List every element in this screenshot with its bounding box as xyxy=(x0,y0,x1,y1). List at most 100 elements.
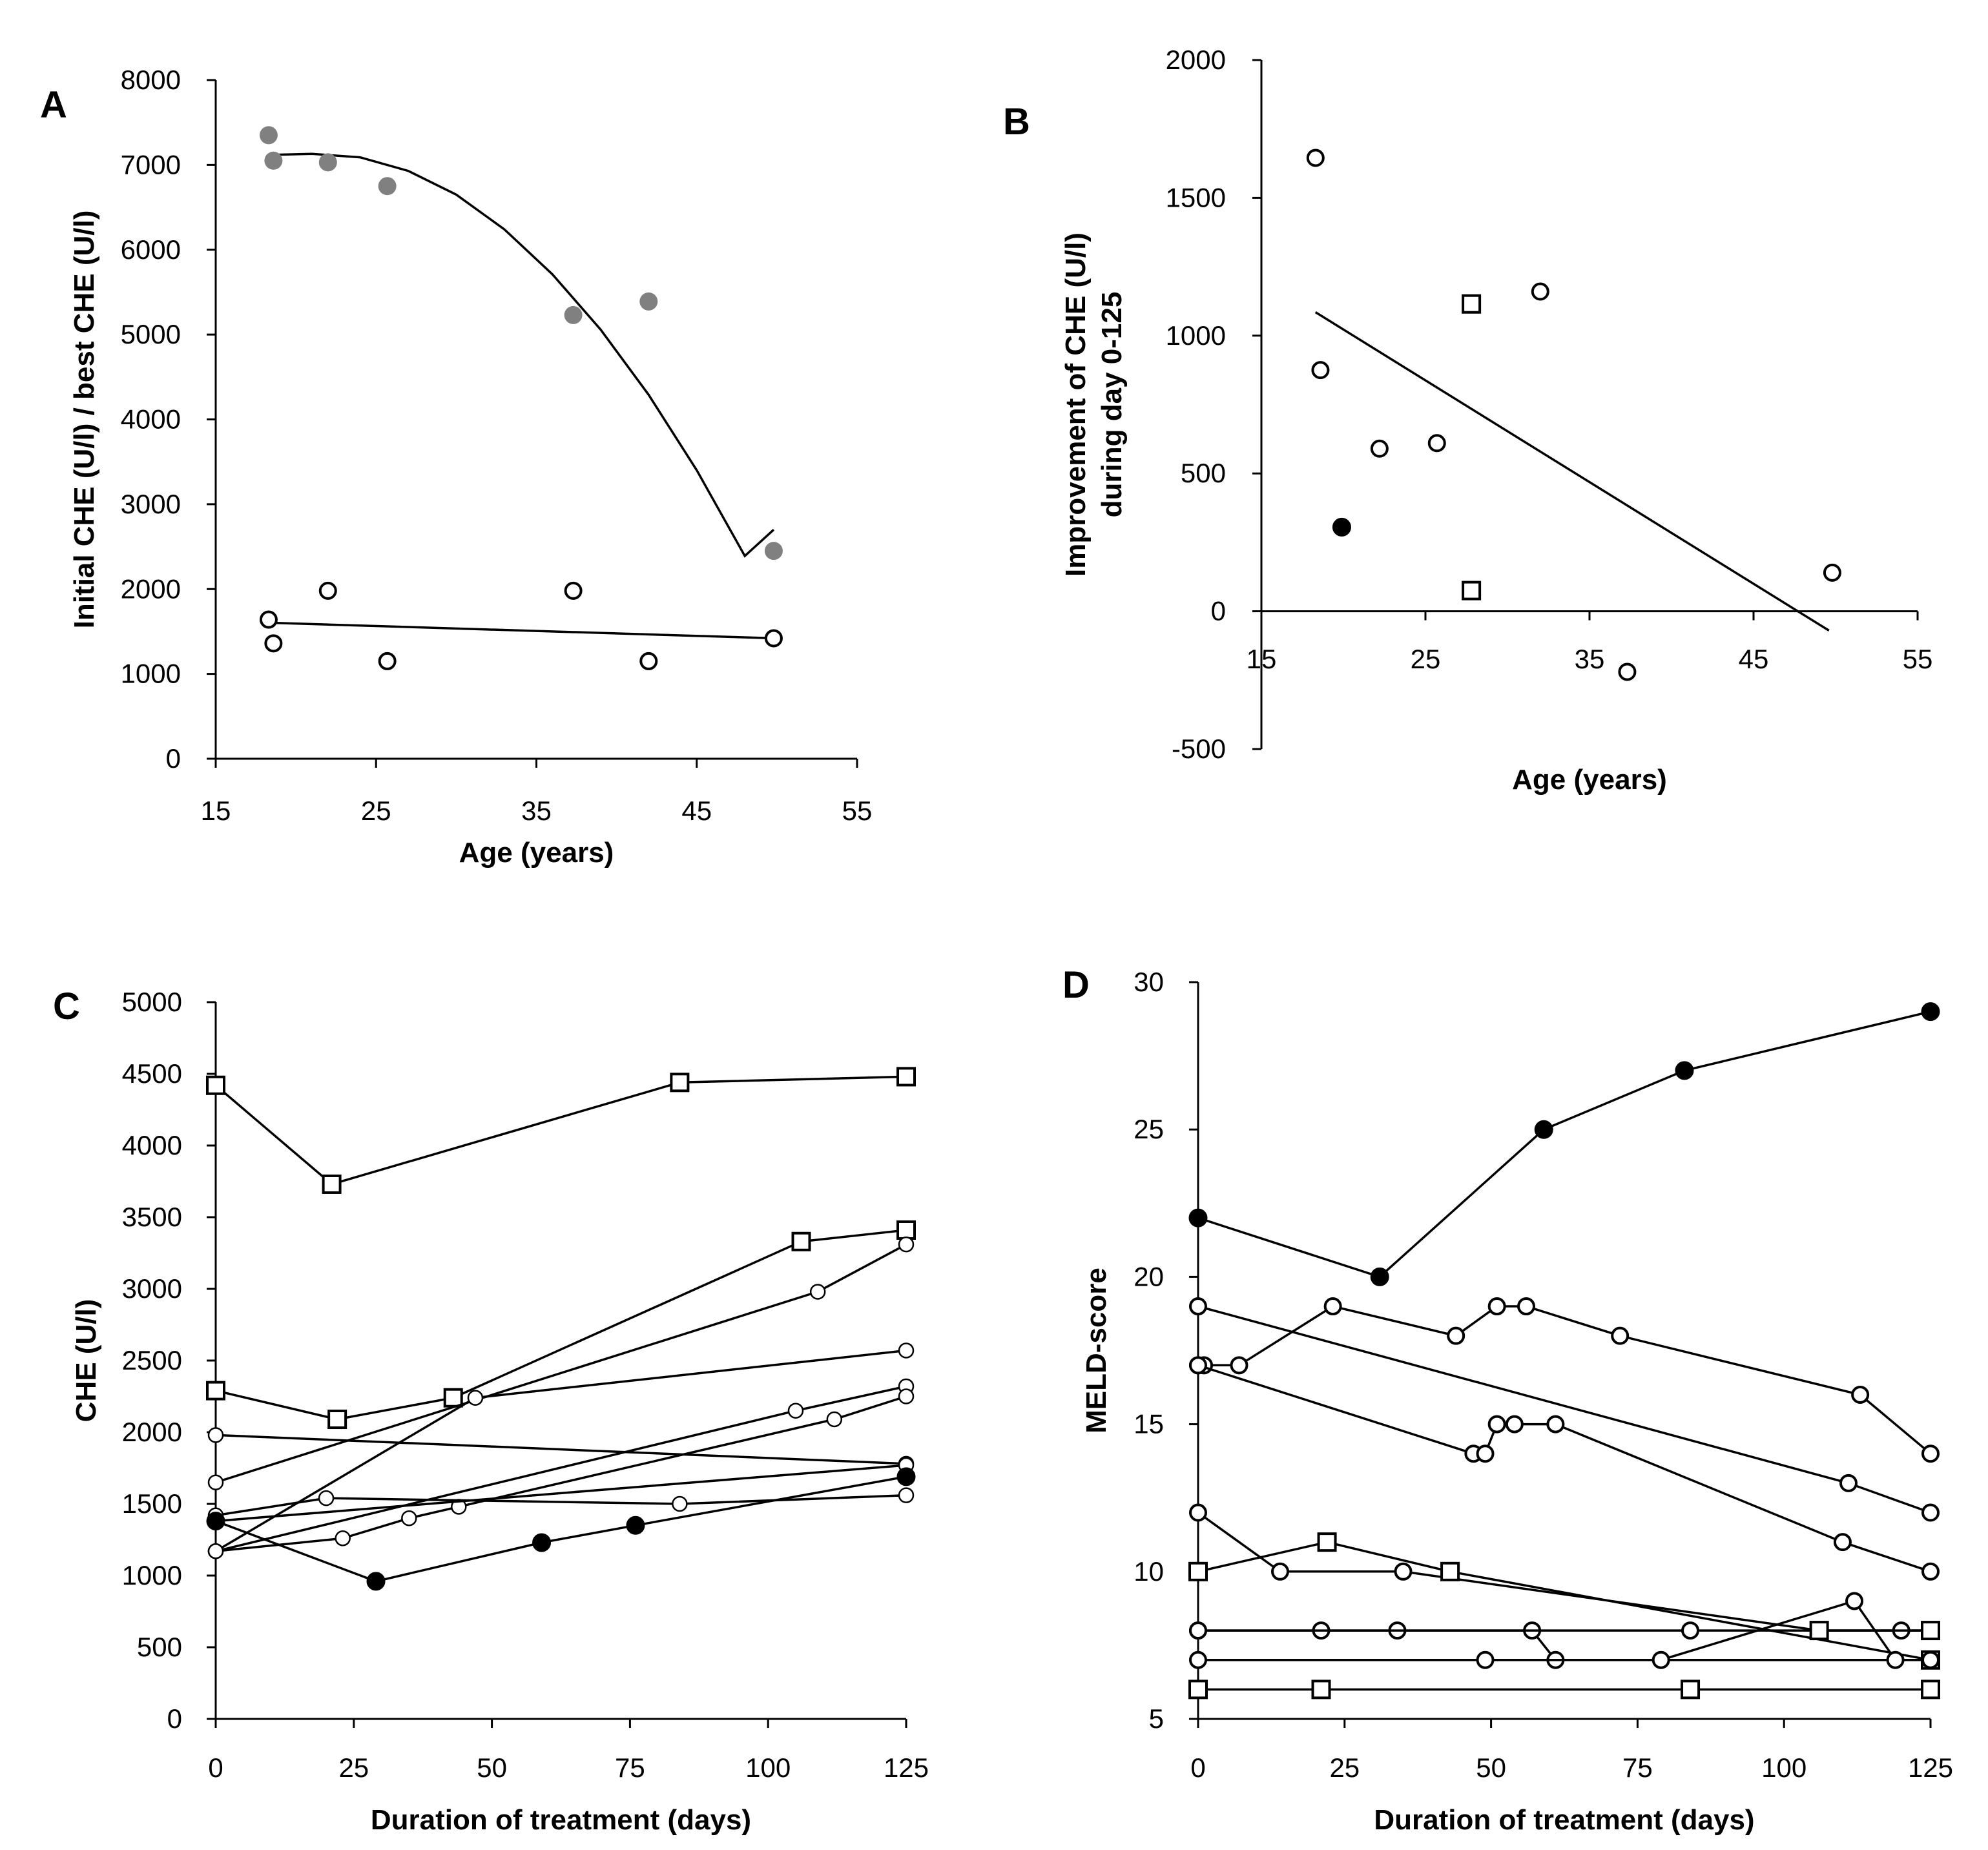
data-point xyxy=(1394,1562,1413,1581)
data-point xyxy=(896,1467,916,1486)
data-point xyxy=(564,305,583,324)
data-point xyxy=(898,1388,915,1404)
data-point xyxy=(1189,1621,1207,1640)
y-tick-label-c: 1500 xyxy=(122,1488,182,1519)
data-point xyxy=(791,1231,811,1251)
series-d-1 xyxy=(1188,1002,1940,1286)
data-point xyxy=(1189,1356,1207,1375)
y-axis-label-b: Improvement of CHE (U/l) xyxy=(1060,232,1092,577)
series-line xyxy=(215,1349,907,1552)
y-tick-label-c: 2500 xyxy=(122,1345,182,1375)
series-c-6 xyxy=(207,1427,915,1472)
x-tick-label-c: 25 xyxy=(338,1752,369,1783)
x-tick-label-c: 0 xyxy=(208,1752,223,1783)
series-c-7 xyxy=(207,1388,915,1559)
data-point xyxy=(322,1174,342,1194)
x-axis-label-a: Age (years) xyxy=(459,837,614,868)
data-point xyxy=(1230,1356,1248,1375)
y-tick-label-a: 8000 xyxy=(121,65,181,95)
panel-b: B -500 0 500 1000 1500 2000 15 25 35 45 55 Age (year… xyxy=(1003,45,1932,796)
y-tick-label-d: 25 xyxy=(1134,1114,1164,1144)
x-tick-label-d: 75 xyxy=(1622,1752,1653,1783)
data-point xyxy=(564,581,583,600)
series-line xyxy=(1197,1010,1931,1279)
data-point xyxy=(1921,1650,1940,1669)
y-tick-label-a: 6000 xyxy=(121,234,181,265)
x-tick-label-c: 75 xyxy=(615,1752,645,1783)
series-line xyxy=(215,1464,907,1523)
y-tick-label-c: 3000 xyxy=(122,1273,182,1304)
data-point xyxy=(1851,1385,1870,1404)
data-point xyxy=(764,629,783,648)
data-point xyxy=(1681,1680,1701,1700)
x-tick-label-d: 100 xyxy=(1761,1752,1807,1783)
data-point xyxy=(1311,361,1330,380)
x-tick-label-b: 45 xyxy=(1739,644,1769,674)
data-point xyxy=(672,1495,688,1512)
x-tick-label-a: 15 xyxy=(201,796,231,826)
data-point xyxy=(443,1388,463,1408)
series-line xyxy=(1197,1541,1931,1661)
series-line xyxy=(1197,1305,1931,1514)
data-point xyxy=(318,581,337,600)
y-tick-label-a: 1000 xyxy=(121,659,181,689)
x-axis-label-d: Duration of treatment (days) xyxy=(1374,1804,1754,1836)
series-line xyxy=(215,1243,907,1484)
y-tick-label-c: 4500 xyxy=(122,1058,182,1089)
series-b-1 xyxy=(1306,149,1841,681)
data-point xyxy=(1189,1297,1207,1316)
data-point xyxy=(1427,434,1446,453)
data-point xyxy=(1505,1415,1524,1434)
y-tick-label-d: 15 xyxy=(1134,1409,1164,1439)
series-d-9 xyxy=(1189,1592,1940,1669)
x-tick-label-b: 55 xyxy=(1903,644,1933,674)
data-point xyxy=(366,1572,386,1591)
y-tick-label-c: 3500 xyxy=(122,1202,182,1232)
series-b-3 xyxy=(1462,294,1482,601)
data-point xyxy=(1921,1621,1940,1641)
data-point xyxy=(206,1075,225,1095)
data-point xyxy=(787,1403,804,1419)
series-d-3 xyxy=(1189,1297,1940,1522)
data-point xyxy=(206,1512,225,1531)
data-point xyxy=(318,1490,335,1506)
series-line xyxy=(215,1434,907,1465)
y-tick-label-a: 5000 xyxy=(121,319,181,349)
x-tick-label-c: 125 xyxy=(884,1752,929,1783)
data-point xyxy=(1189,1650,1207,1669)
series-line xyxy=(1197,1512,1931,1632)
data-point xyxy=(532,1533,552,1552)
y-axis-label-b: during day 0-125 xyxy=(1096,292,1128,518)
data-point xyxy=(1823,563,1841,582)
panel-label-b: B xyxy=(1003,101,1030,143)
y-tick-label-c: 4000 xyxy=(122,1130,182,1160)
data-point xyxy=(264,151,283,170)
data-point xyxy=(809,1284,826,1300)
series-line xyxy=(214,1075,907,1186)
data-point xyxy=(1487,1415,1506,1434)
data-point xyxy=(1921,1503,1940,1522)
series-d-10 xyxy=(1188,1680,1940,1700)
data-point xyxy=(1921,1680,1940,1700)
y-tick-label-a: 3000 xyxy=(121,489,181,519)
y-tick-label-a: 0 xyxy=(166,743,181,774)
data-point xyxy=(826,1411,843,1428)
data-point xyxy=(1675,1061,1694,1080)
data-point xyxy=(896,1220,916,1240)
data-point xyxy=(639,652,658,670)
x-tick-label-a: 25 xyxy=(361,796,391,826)
series-line xyxy=(215,1395,907,1553)
y-tick-label-c: 1000 xyxy=(122,1560,182,1590)
data-point xyxy=(1845,1592,1864,1610)
y-tick-label-d: 5 xyxy=(1149,1703,1164,1734)
panel-label-a: A xyxy=(40,84,67,126)
series-c-2 xyxy=(206,1220,916,1430)
series-line xyxy=(1198,1305,1932,1455)
data-point xyxy=(1681,1621,1700,1640)
data-point xyxy=(1886,1650,1905,1669)
data-point xyxy=(1651,1650,1670,1669)
data-point xyxy=(1440,1561,1460,1581)
data-point xyxy=(401,1510,417,1526)
data-point xyxy=(1833,1533,1852,1552)
data-point xyxy=(467,1390,484,1406)
